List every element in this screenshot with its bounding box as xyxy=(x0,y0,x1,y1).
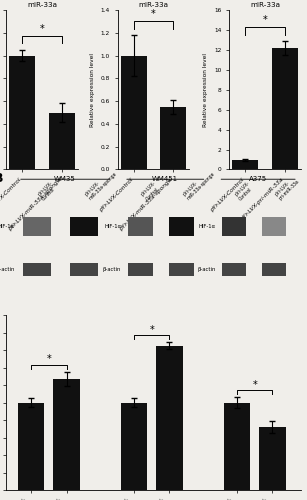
Bar xyxy=(156,346,183,490)
Title: A375
miR-33a: A375 miR-33a xyxy=(250,0,280,8)
Text: *: * xyxy=(46,354,51,364)
Bar xyxy=(49,112,75,170)
Text: *: * xyxy=(149,324,154,334)
Bar xyxy=(10,56,35,170)
Text: β-actin: β-actin xyxy=(103,267,121,272)
Text: pYr-LVX-
miR-33a-sponge: pYr-LVX- miR-33a-sponge xyxy=(84,168,118,202)
Bar xyxy=(272,48,297,170)
Text: pYr-LVX-
Control: pYr-LVX- Control xyxy=(37,180,58,202)
Bar xyxy=(223,402,250,490)
Title: WM35
miR-33a: WM35 miR-33a xyxy=(27,0,57,8)
Text: *: * xyxy=(40,24,45,34)
Text: WM451: WM451 xyxy=(152,176,178,182)
Text: pYr-LVX-
pri-miR-33a: pYr-LVX- pri-miR-33a xyxy=(274,175,301,202)
Bar xyxy=(161,107,186,170)
Bar xyxy=(121,402,147,490)
Text: HIF-1α: HIF-1α xyxy=(104,224,121,229)
Text: *: * xyxy=(252,380,257,390)
Text: HIF-1α: HIF-1α xyxy=(198,224,216,229)
Text: HIF-1α: HIF-1α xyxy=(0,224,15,229)
Text: WM35: WM35 xyxy=(54,176,76,182)
Text: B: B xyxy=(0,172,4,185)
Bar xyxy=(232,160,258,170)
Bar xyxy=(169,263,194,276)
Y-axis label: Relative expression level: Relative expression level xyxy=(204,52,208,127)
Bar xyxy=(128,217,153,236)
Bar xyxy=(222,263,246,276)
Bar xyxy=(70,263,98,276)
Bar xyxy=(128,263,153,276)
Bar xyxy=(259,427,286,490)
Text: pYr-LVX-
Control: pYr-LVX- Control xyxy=(234,180,255,202)
Bar xyxy=(23,263,51,276)
Y-axis label: Relative expression level: Relative expression level xyxy=(90,52,95,127)
Text: β-actin: β-actin xyxy=(197,267,216,272)
Text: *: * xyxy=(262,15,267,25)
Title: WM451
miR-33a: WM451 miR-33a xyxy=(138,0,169,8)
Text: A375: A375 xyxy=(249,176,267,182)
Text: β-actin: β-actin xyxy=(0,267,15,272)
Text: *: * xyxy=(151,9,156,19)
Bar xyxy=(262,217,286,236)
Bar xyxy=(53,379,80,490)
Text: pYr-LVX-
Control: pYr-LVX- Control xyxy=(141,180,161,202)
Bar xyxy=(121,56,146,170)
Bar xyxy=(169,217,194,236)
Bar xyxy=(70,217,98,236)
Bar xyxy=(18,402,44,490)
Text: pYr-LVX-
miR-33a-sponge: pYr-LVX- miR-33a-sponge xyxy=(182,168,216,202)
Bar xyxy=(262,263,286,276)
Bar xyxy=(23,217,51,236)
Bar xyxy=(222,217,246,236)
